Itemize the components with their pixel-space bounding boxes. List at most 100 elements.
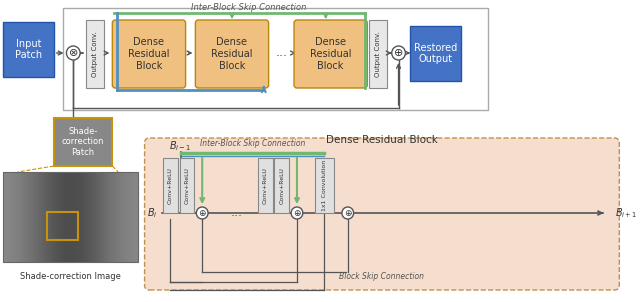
Bar <box>111 172 113 262</box>
Bar <box>163 158 178 213</box>
Bar <box>110 172 111 262</box>
Bar <box>34 172 35 262</box>
Bar <box>73 172 74 262</box>
Bar <box>58 172 59 262</box>
Bar <box>5 172 6 262</box>
Circle shape <box>392 46 405 60</box>
Bar <box>63 8 488 110</box>
Bar <box>79 172 80 262</box>
Bar <box>121 172 122 262</box>
Text: Dense
Residual
Block: Dense Residual Block <box>310 37 351 71</box>
Bar <box>130 172 131 262</box>
Bar <box>83 172 84 262</box>
Bar <box>86 20 104 88</box>
Bar <box>10 172 11 262</box>
Bar <box>116 172 117 262</box>
Bar <box>59 172 60 262</box>
Bar <box>3 22 54 77</box>
Bar <box>92 172 93 262</box>
Bar <box>85 172 86 262</box>
Bar <box>95 172 96 262</box>
Bar <box>38 172 39 262</box>
Bar <box>124 172 125 262</box>
Bar <box>129 172 130 262</box>
Text: ⊗: ⊗ <box>68 48 78 58</box>
Text: $B_{i+1}$: $B_{i+1}$ <box>616 206 638 220</box>
Text: 1x1 Convolution: 1x1 Convolution <box>322 160 327 211</box>
Text: ⊕: ⊕ <box>293 208 301 217</box>
Bar <box>369 20 387 88</box>
Bar <box>115 172 116 262</box>
Text: $B_{i-1}$: $B_{i-1}$ <box>170 139 192 153</box>
Bar <box>72 172 73 262</box>
Bar <box>106 172 108 262</box>
Bar <box>11 172 12 262</box>
Bar <box>8 172 9 262</box>
Bar <box>20 172 22 262</box>
Bar <box>46 172 47 262</box>
Text: ⊕: ⊕ <box>344 208 351 217</box>
Bar <box>122 172 123 262</box>
Bar <box>258 158 273 213</box>
Bar <box>56 172 57 262</box>
Bar <box>42 172 43 262</box>
Text: Conv+ReLU: Conv+ReLU <box>184 167 189 204</box>
Bar <box>87 172 88 262</box>
Bar <box>126 172 127 262</box>
Bar <box>12 172 13 262</box>
Text: Shade-
correction
Patch: Shade- correction Patch <box>62 127 104 157</box>
Bar <box>134 172 135 262</box>
Bar <box>68 172 69 262</box>
Bar <box>40 172 41 262</box>
Bar <box>6 172 7 262</box>
Text: Dense Residual Block: Dense Residual Block <box>326 135 438 145</box>
Circle shape <box>196 207 208 219</box>
Text: Conv+ReLU: Conv+ReLU <box>262 167 268 204</box>
Bar <box>39 172 40 262</box>
Bar <box>32 172 33 262</box>
Bar <box>17 172 19 262</box>
Bar <box>275 158 289 213</box>
Bar <box>86 172 87 262</box>
Bar <box>100 172 102 262</box>
Bar <box>120 172 121 262</box>
Bar <box>71 172 72 262</box>
Bar <box>7 172 8 262</box>
Bar <box>128 172 129 262</box>
Text: Output Conv.: Output Conv. <box>92 31 98 77</box>
Bar <box>28 172 29 262</box>
Bar <box>97 172 98 262</box>
Bar <box>61 172 63 262</box>
Bar <box>30 172 31 262</box>
Bar <box>26 172 28 262</box>
Bar <box>125 172 126 262</box>
Bar <box>133 172 134 262</box>
Bar <box>51 172 52 262</box>
Bar <box>127 172 128 262</box>
Bar <box>33 172 34 262</box>
Bar <box>119 172 120 262</box>
Bar <box>41 172 42 262</box>
Bar <box>94 172 95 262</box>
Bar <box>49 172 50 262</box>
Text: Input
Patch: Input Patch <box>15 39 42 60</box>
Bar <box>37 172 38 262</box>
Bar <box>96 172 97 262</box>
Bar <box>136 172 137 262</box>
Bar <box>108 172 109 262</box>
Bar <box>132 172 133 262</box>
Bar <box>74 172 76 262</box>
Text: Output Conv.: Output Conv. <box>375 31 381 77</box>
Bar <box>29 172 30 262</box>
Bar <box>31 172 32 262</box>
Bar <box>104 172 106 262</box>
Bar <box>135 172 136 262</box>
Bar <box>47 172 48 262</box>
FancyBboxPatch shape <box>195 20 269 88</box>
Bar <box>24 172 26 262</box>
FancyBboxPatch shape <box>145 138 620 290</box>
Bar <box>98 172 99 262</box>
Text: Inter-Block Skip Connection: Inter-Block Skip Connection <box>200 139 305 148</box>
Bar <box>15 172 17 262</box>
Bar <box>78 172 79 262</box>
